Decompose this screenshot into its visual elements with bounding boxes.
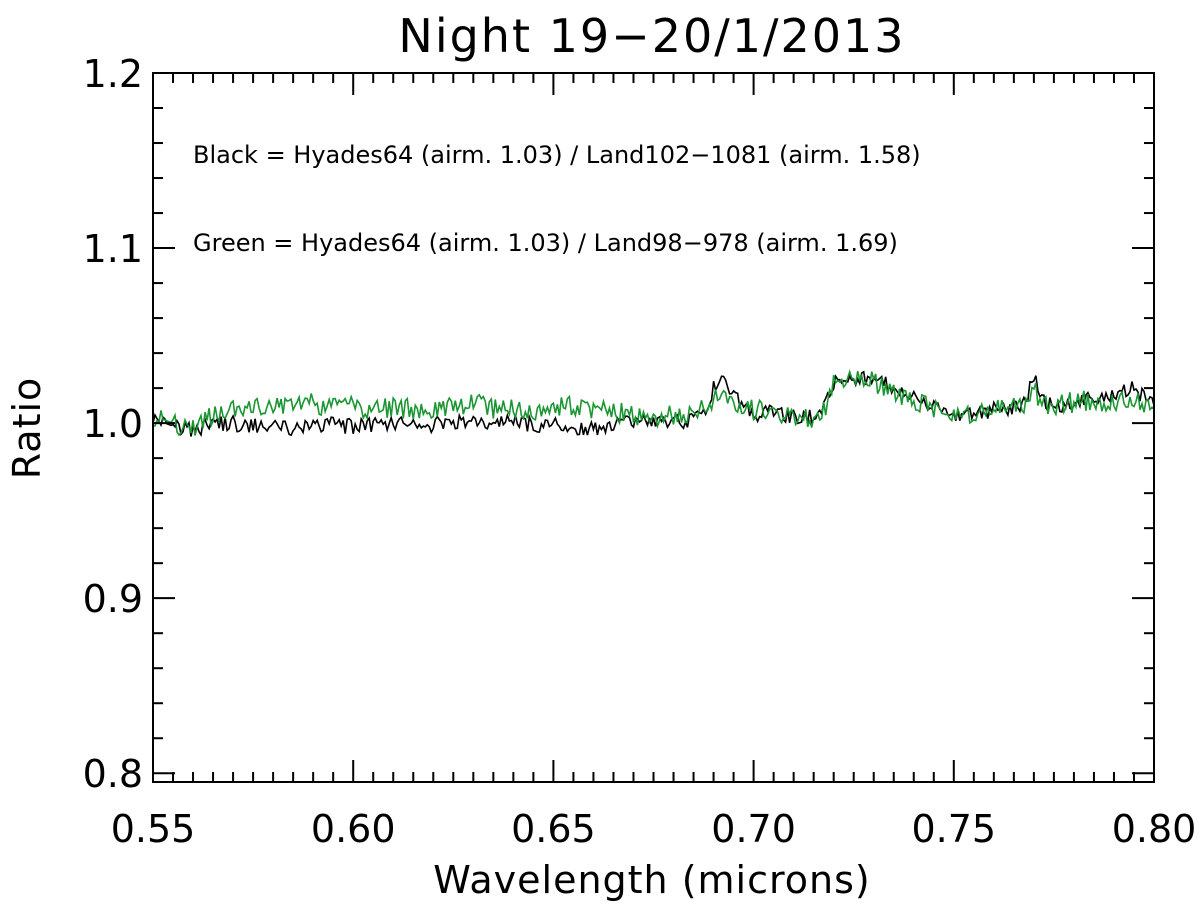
x-tick-label: 0.80 bbox=[1112, 807, 1197, 851]
x-tick-label: 0.65 bbox=[511, 807, 596, 851]
y-tick-label: 1.2 bbox=[83, 52, 143, 96]
y-tick-label: 1.1 bbox=[83, 227, 143, 271]
y-tick-label: 0.9 bbox=[83, 577, 143, 621]
series-line-black bbox=[152, 370, 1155, 438]
x-tick-label: 0.70 bbox=[711, 807, 796, 851]
y-tick-label: 0.8 bbox=[83, 752, 143, 796]
chart-title: Night 19−20/1/2013 bbox=[398, 9, 905, 63]
plot-lines bbox=[152, 369, 1155, 438]
axis-ticks bbox=[152, 72, 1155, 782]
x-tick-label: 0.55 bbox=[111, 807, 196, 851]
annotation-green: Green = Hyades64 (airm. 1.03) / Land98−9… bbox=[193, 229, 898, 257]
x-tick-label: 0.60 bbox=[311, 807, 396, 851]
x-tick-label: 0.75 bbox=[911, 807, 996, 851]
series-line-green bbox=[152, 369, 1155, 437]
y-tick-label: 1.0 bbox=[83, 402, 143, 446]
annotation-black: Black = Hyades64 (airm. 1.03) / Land102−… bbox=[193, 141, 921, 169]
x-axis-label: Wavelength (microns) bbox=[433, 858, 871, 902]
y-axis-label: Ratio bbox=[5, 377, 49, 480]
axis-tick-labels: 0.55 0.60 0.65 0.70 0.75 0.80 0.8 0.9 1.0 1.1 1.2 bbox=[83, 52, 1197, 851]
plot-frame bbox=[152, 72, 1155, 783]
